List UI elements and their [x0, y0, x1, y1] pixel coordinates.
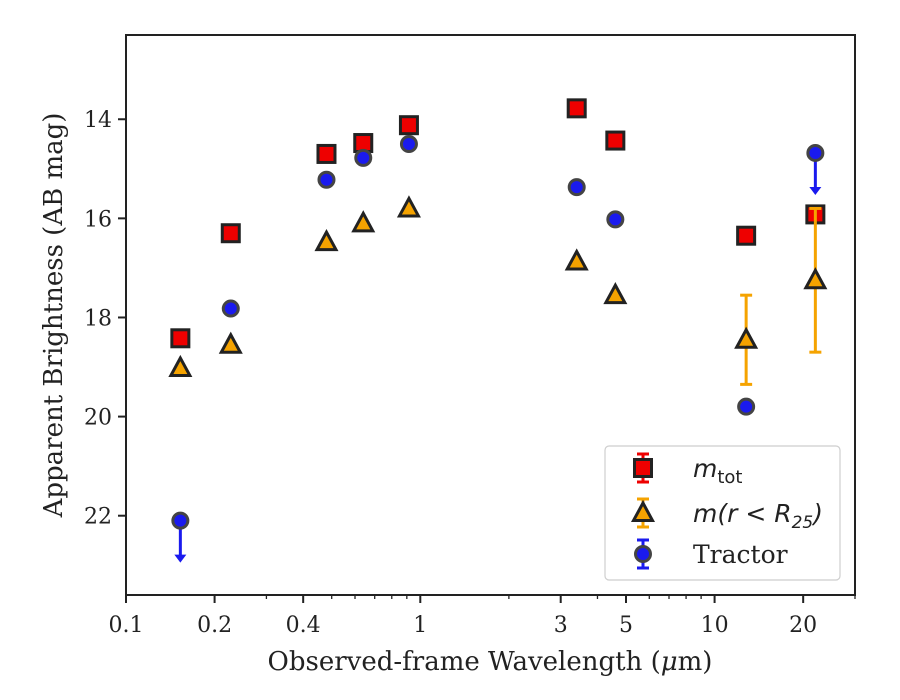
- point-mtot: [316, 143, 337, 164]
- point-mr25: [734, 326, 759, 349]
- legend-marker-mr25: [630, 499, 656, 522]
- x-tick-label: 0.1: [109, 613, 144, 638]
- legend-label-tractor: Tractor: [693, 540, 788, 569]
- point-mtot: [220, 223, 241, 244]
- point-mr25: [351, 210, 376, 233]
- point-mr25: [396, 195, 421, 218]
- point-mtot: [398, 115, 419, 136]
- point-mr25: [218, 331, 243, 354]
- point-mr25: [603, 282, 628, 305]
- legend: mtot m(r < R25) Tractor: [604, 445, 841, 581]
- point-mr25: [168, 354, 193, 378]
- legend-marker-mtot: [633, 458, 653, 478]
- y-tick-label: 20: [84, 406, 112, 431]
- y-axis-label: Apparent Brightness (AB mag): [39, 113, 69, 519]
- upper-limit-arrowhead: [809, 186, 822, 195]
- legend-label-mtot: mtot: [693, 454, 743, 488]
- y-tick-label: 18: [84, 306, 112, 331]
- x-tick-label: 10: [701, 613, 729, 638]
- legend-box: [604, 445, 841, 581]
- point-mr25: [314, 229, 339, 252]
- y-tick-label: 14: [84, 108, 112, 133]
- data-marks: [168, 98, 828, 563]
- point-tractor: [221, 299, 240, 318]
- point-tractor: [354, 148, 373, 167]
- x-tick-label: 0.2: [197, 613, 232, 638]
- point-mr25: [803, 267, 828, 290]
- point-mtot: [736, 225, 757, 246]
- upper-limit-arrowhead: [174, 554, 187, 563]
- x-tick-label: 1: [413, 613, 427, 638]
- legend-label-mr25: m(r < R25): [693, 499, 823, 533]
- x-tick-label: 3: [554, 613, 568, 638]
- x-axis-label: Observed-frame Wavelength (μm): [268, 647, 713, 677]
- point-tractor: [806, 143, 825, 162]
- x-tick-label: 5: [619, 613, 633, 638]
- x-tick-label: 20: [789, 613, 817, 638]
- point-tractor: [567, 178, 586, 197]
- point-tractor: [737, 397, 756, 416]
- x-tick-label: 0.4: [286, 613, 321, 638]
- point-mr25: [564, 248, 589, 271]
- point-tractor: [399, 135, 418, 154]
- point-mtot: [566, 98, 587, 119]
- y-tick-label: 16: [84, 207, 112, 232]
- y-tick-label: 22: [84, 505, 112, 530]
- point-mtot: [605, 130, 626, 151]
- point-tractor: [606, 210, 625, 229]
- point-tractor: [171, 511, 190, 530]
- point-tractor: [317, 170, 336, 189]
- legend-marker-tractor: [634, 545, 652, 563]
- axis-ticks: 0.1 0.2 0.4 1 3 5 10 20 14 16 18 20 22: [84, 108, 856, 638]
- point-mtot: [170, 328, 191, 349]
